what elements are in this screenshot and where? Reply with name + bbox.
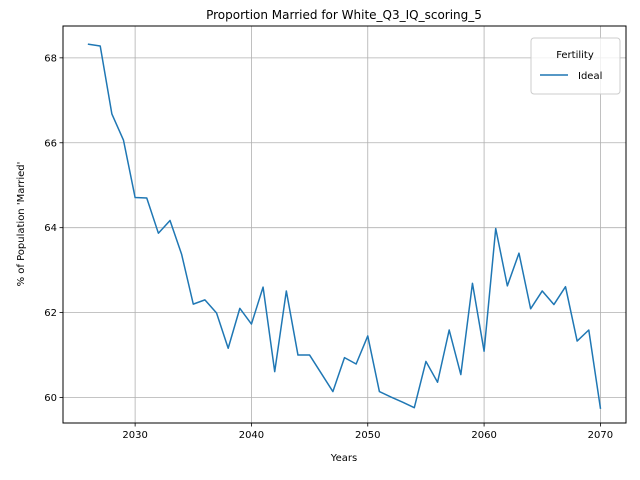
data-point: [146, 197, 147, 198]
data-point: [600, 408, 601, 409]
data-point: [228, 348, 229, 349]
legend-title: Fertility: [556, 50, 594, 61]
data-point: [88, 44, 89, 45]
data-point: [193, 304, 194, 305]
data-point: [437, 382, 438, 383]
data-point: [297, 355, 298, 356]
data-point: [518, 253, 519, 254]
y-axis-label: % of Population 'Married': [16, 162, 27, 287]
data-point: [274, 371, 275, 372]
data-point: [239, 308, 240, 309]
data-point: [530, 308, 531, 309]
chart-title: Proportion Married for White_Q3_IQ_scori…: [206, 8, 482, 22]
x-tick-label: 2050: [355, 430, 380, 441]
data-point: [507, 285, 508, 286]
data-point: [111, 113, 112, 114]
data-point: [251, 324, 252, 325]
data-point: [356, 363, 357, 364]
data-point: [309, 355, 310, 356]
legend-label-ideal: Ideal: [578, 71, 602, 82]
data-point: [100, 45, 101, 46]
x-axis-label: Years: [330, 453, 357, 464]
y-tick-label: 60: [44, 393, 57, 404]
x-tick-label: 2060: [471, 430, 496, 441]
legend-box: [531, 38, 620, 94]
x-tick-label: 2040: [239, 430, 264, 441]
data-point: [135, 197, 136, 198]
data-point: [391, 397, 392, 398]
y-tick-label: 64: [44, 223, 57, 234]
data-point: [425, 361, 426, 362]
data-point: [542, 290, 543, 291]
y-tick-label: 62: [44, 308, 57, 319]
data-point: [472, 283, 473, 284]
data-point: [158, 233, 159, 234]
y-tick-label: 66: [44, 138, 57, 149]
x-tick-label: 2030: [122, 430, 147, 441]
data-point: [414, 407, 415, 408]
data-point: [460, 374, 461, 375]
x-tick-label: 2070: [588, 430, 613, 441]
data-point: [344, 357, 345, 358]
data-point: [216, 313, 217, 314]
data-point: [449, 330, 450, 331]
data-point: [577, 341, 578, 342]
data-point: [565, 286, 566, 287]
data-point: [495, 228, 496, 229]
data-point: [204, 299, 205, 300]
data-point: [379, 391, 380, 392]
data-point: [484, 351, 485, 352]
legend: Fertility Ideal: [531, 38, 620, 94]
data-point: [402, 402, 403, 403]
data-point: [321, 373, 322, 374]
data-point: [263, 287, 264, 288]
data-point: [588, 330, 589, 331]
data-point: [170, 220, 171, 221]
data-point: [286, 290, 287, 291]
data-point: [181, 254, 182, 255]
data-point: [553, 304, 554, 305]
data-point: [367, 335, 368, 336]
data-point: [332, 391, 333, 392]
y-tick-label: 68: [44, 53, 57, 64]
data-point: [123, 140, 124, 141]
